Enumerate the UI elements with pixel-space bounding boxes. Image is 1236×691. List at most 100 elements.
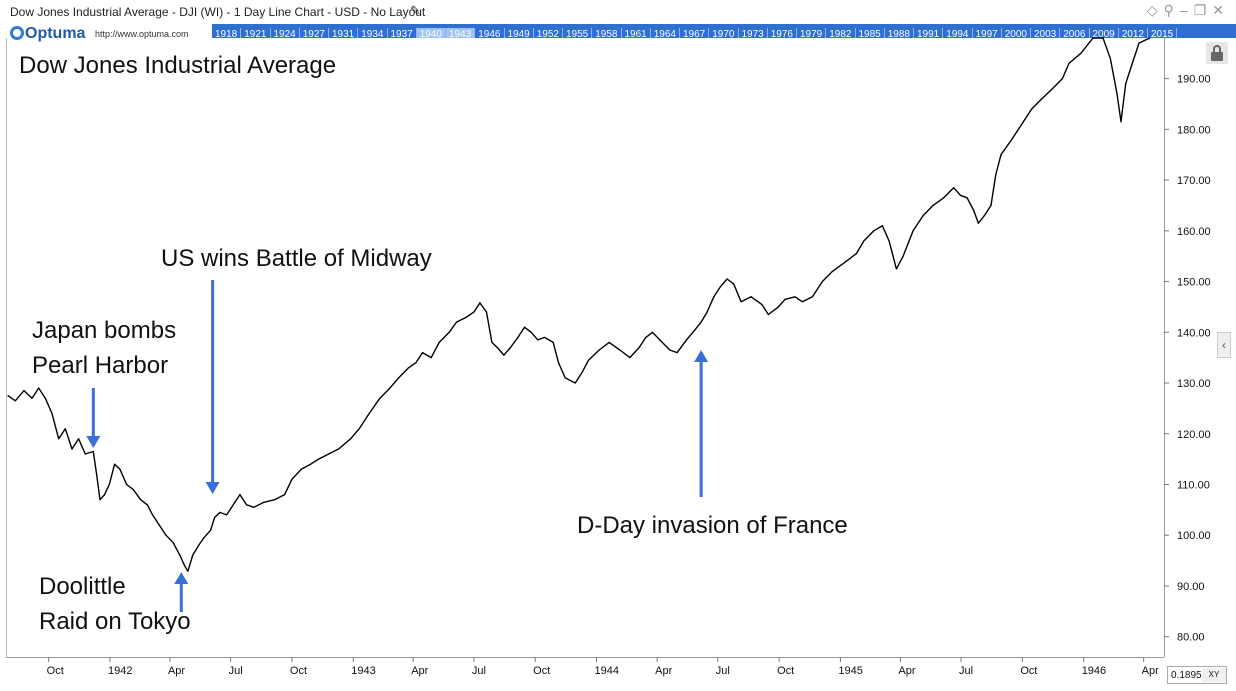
year-strip-item[interactable]: 1924	[271, 28, 300, 38]
price-point	[983, 215, 986, 217]
chart-area[interactable]	[6, 38, 1164, 657]
price-point	[959, 194, 962, 196]
collapse-panel-chevron-icon[interactable]: ‹	[1217, 332, 1231, 358]
price-point	[801, 301, 804, 303]
year-strip-item[interactable]: 1921	[241, 28, 271, 38]
price-point	[922, 215, 924, 217]
year-strip-item[interactable]: 1946	[475, 28, 505, 38]
year-strip-item[interactable]: 1982	[826, 28, 856, 38]
year-strip-item[interactable]: 1991	[914, 28, 944, 38]
price-point	[179, 554, 181, 557]
price-point	[44, 397, 46, 399]
price-point	[895, 268, 898, 270]
price-point	[479, 302, 481, 304]
year-strip-item[interactable]: 1994	[943, 28, 973, 38]
price-point	[1021, 123, 1023, 125]
price-point	[219, 511, 221, 513]
price-point	[253, 506, 255, 508]
scale-input[interactable]: 0.1895 XY	[1167, 666, 1227, 684]
price-point	[713, 296, 715, 298]
year-strip-item[interactable]: 1997	[973, 28, 1002, 38]
price-point	[119, 468, 121, 470]
year-strip-item[interactable]: 2015	[1148, 28, 1178, 38]
price-point	[517, 336, 519, 338]
year-strip-item[interactable]: 2003	[1031, 28, 1061, 38]
year-strip-item[interactable]: 1952	[534, 28, 563, 38]
year-strip-item[interactable]: 1970	[709, 28, 739, 38]
price-point	[1109, 57, 1111, 59]
year-strip-item[interactable]: 1964	[651, 28, 680, 38]
year-strip-item[interactable]: 1940	[416, 28, 446, 38]
diamond-icon[interactable]: ◇	[1146, 2, 1164, 18]
price-point	[7, 395, 9, 397]
close-icon[interactable]: ✕	[1212, 2, 1230, 18]
year-strip-item[interactable]: 1943	[446, 28, 476, 38]
year-strip-item[interactable]: 2012	[1119, 28, 1148, 38]
xy-toggle-button[interactable]: XY	[1202, 668, 1226, 682]
year-strip-item[interactable]: 1937	[388, 28, 417, 38]
year-strip-item[interactable]: 1949	[505, 28, 534, 38]
price-point	[368, 412, 370, 415]
year-strip-item[interactable]: 1918	[212, 28, 242, 38]
price-point	[108, 483, 110, 486]
year-strip-item[interactable]: 1955	[563, 28, 593, 38]
year-strip-item[interactable]: 1985	[856, 28, 885, 38]
price-point	[564, 377, 566, 379]
price-point	[78, 438, 80, 440]
y-axis-panel[interactable]	[1164, 38, 1236, 657]
price-point	[284, 494, 286, 496]
year-strip-item[interactable]: 1973	[739, 28, 768, 38]
year-strip-item[interactable]: 2000	[1002, 28, 1031, 38]
price-point	[398, 377, 400, 379]
year-strip-item[interactable]: 2006	[1060, 28, 1090, 38]
annotation-line: D-Day invasion of France	[577, 512, 848, 539]
annotation-label: Doolittle Raid on Tokyo	[39, 569, 191, 639]
price-point	[1080, 52, 1082, 54]
scale-value[interactable]: 0.1895	[1171, 670, 1202, 681]
year-strip-item[interactable]: 1931	[329, 28, 359, 38]
price-point	[310, 463, 312, 465]
price-point	[232, 504, 234, 506]
minimize-icon[interactable]: –	[1179, 2, 1194, 18]
x-axis-panel[interactable]	[6, 657, 1164, 691]
year-strip-item[interactable]: 1988	[885, 28, 914, 38]
lock-icon[interactable]	[1206, 42, 1228, 64]
price-point	[645, 336, 647, 338]
year-strip-item[interactable]: 2009	[1090, 28, 1119, 38]
year-strip-item[interactable]: 1967	[680, 28, 710, 38]
year-strip-item[interactable]: 1961	[622, 28, 651, 38]
price-point	[104, 494, 106, 496]
price-point	[761, 303, 763, 305]
price-point	[300, 468, 302, 470]
price-point	[651, 331, 654, 333]
year-strip-item[interactable]: 1976	[768, 28, 797, 38]
price-point	[587, 359, 590, 361]
price-point	[629, 357, 631, 359]
price-point	[767, 313, 770, 316]
price-point	[888, 240, 890, 242]
brand-url[interactable]: http://www.optuma.com	[95, 29, 189, 39]
price-point	[740, 301, 742, 303]
restore-icon[interactable]: ❐	[1193, 2, 1213, 18]
chart-title: Dow Jones Industrial Average	[19, 52, 337, 79]
pencil-icon[interactable]: ✎	[410, 3, 421, 18]
x-tick-label: Jul	[716, 665, 730, 677]
x-tick-label: Apr	[1142, 665, 1159, 677]
year-strip-item[interactable]: 1958	[592, 28, 622, 38]
x-tick-label: Jul	[472, 665, 486, 677]
year-navigator[interactable]: 1918 1921 1924 1927 1931 1934 1937 1940 1943 1946…	[212, 24, 1236, 38]
year-strip-item[interactable]: 1979	[797, 28, 827, 38]
price-point	[784, 298, 786, 300]
annotation-label: Japan bombs Pearl Harbor	[32, 313, 176, 383]
price-point	[659, 339, 661, 341]
x-tick-label: Jul	[959, 665, 973, 677]
pin-icon[interactable]: ⚲	[1163, 2, 1180, 18]
year-strip-item[interactable]: 1934	[358, 28, 388, 38]
price-point	[509, 346, 512, 349]
price-point	[291, 478, 293, 480]
price-point	[973, 209, 975, 212]
price-point	[338, 448, 340, 450]
price-point	[184, 565, 186, 567]
year-strip-item[interactable]: 1927	[300, 28, 329, 38]
annotation-arrow	[86, 388, 101, 448]
